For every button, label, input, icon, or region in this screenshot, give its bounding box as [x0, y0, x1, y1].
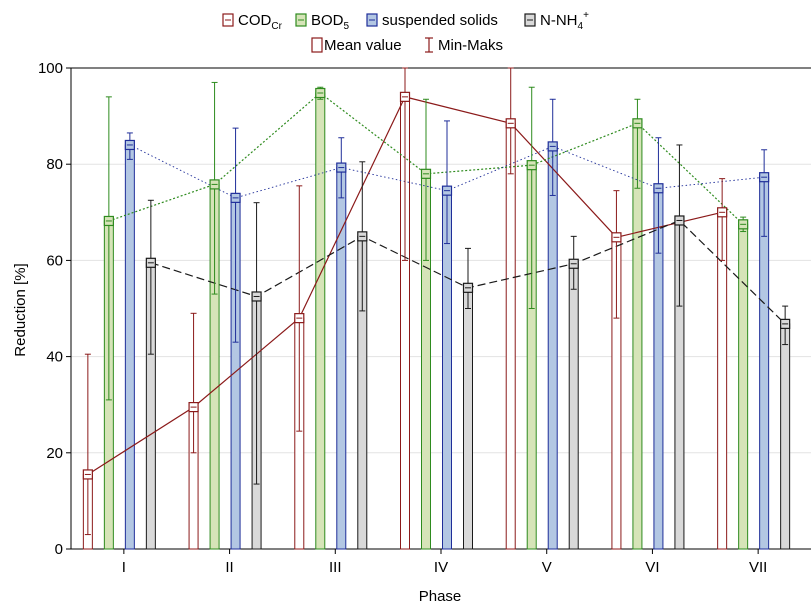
mean-marker-cod-i: [82, 469, 93, 480]
y-tick-label: 100: [38, 60, 63, 77]
bar-nh4-v: [568, 263, 579, 550]
mean-marker-bod-iv: [420, 168, 432, 179]
mean-marker-cod-ii: [188, 402, 199, 413]
grid: [71, 163, 811, 454]
mean-marker-bod-vii: [738, 219, 749, 230]
errorbar-cod-i: [84, 353, 91, 536]
errorbar-nh4-i: [147, 199, 154, 355]
bars: [82, 92, 791, 550]
errorbar-bod-iv: [423, 98, 429, 261]
x-tick-label-i: I: [122, 559, 126, 576]
mean-marker-cod-v: [505, 118, 516, 129]
mean-marker-cod-vii: [717, 207, 728, 218]
y-tick-label: 60: [46, 252, 63, 269]
mean-marker-bod-ii: [209, 179, 220, 190]
x-tick-label-vi: VI: [645, 559, 659, 576]
legend-swatch-mean: [311, 37, 323, 53]
x-tick-label-iii: III: [329, 559, 342, 576]
bar-cod-v: [505, 122, 516, 550]
y-tick-label: 0: [55, 541, 63, 558]
bar-bod-iii: [315, 92, 326, 550]
mean-marker-nh4-iii: [357, 231, 368, 242]
mean-marker-ss-iii: [336, 162, 347, 173]
mean-marker-ss-i: [124, 139, 135, 151]
errorbar-nh4-iv: [465, 247, 471, 309]
mean-marker-ss-v: [547, 141, 558, 152]
legend-item-nh4: N-NH4+: [524, 10, 589, 32]
mean-marker-nh4-iv: [462, 282, 474, 293]
y-axis-title: Reduction [%]: [12, 263, 29, 356]
legend-label-bod: BOD5: [311, 12, 350, 32]
x-tick-label-ii: II: [225, 559, 233, 576]
bar-ss-i: [124, 144, 135, 550]
legend-label-ss: suspended solids: [382, 12, 498, 29]
errorbar-ss-iv: [444, 120, 450, 245]
legend-label-cod: CODCr: [238, 12, 283, 32]
mean-marker-cod-vi: [611, 232, 622, 243]
errorbar-cod-ii: [190, 312, 197, 454]
bar-ss-v: [547, 145, 558, 550]
mean-marker-nh4-ii: [251, 291, 262, 302]
mean-markers: [82, 87, 791, 480]
errorbar-bod-vi: [634, 98, 641, 189]
bar-ss-iv: [442, 190, 452, 550]
mean-marker-ss-vi: [653, 183, 664, 194]
mean-marker-cod-iv: [399, 91, 411, 102]
mean-marker-bod-i: [103, 215, 114, 227]
x-tick-label-v: V: [542, 559, 552, 576]
legend-item-minmax: Min-Maks: [425, 37, 503, 54]
bar-nh4-iv: [463, 287, 473, 550]
errorbar-bod-v: [528, 86, 535, 309]
x-axis-title: Phase: [419, 588, 462, 605]
mean-marker-nh4-vii: [780, 318, 791, 329]
legend-item-cod: CODCr: [222, 12, 283, 32]
mean-marker-nh4-v: [568, 258, 579, 269]
legend-label-minmax: Min-Maks: [438, 37, 503, 54]
mean-marker-bod-iii: [315, 87, 326, 99]
bar-bod-vii: [738, 223, 749, 550]
bar-cod-vii: [717, 211, 728, 550]
errorbar-cod-iii: [296, 185, 303, 432]
y-tick-label: 20: [46, 445, 63, 462]
mean-marker-bod-vi: [632, 118, 643, 129]
errorbar-ss-ii: [232, 127, 239, 343]
mean-marker-ss-vii: [759, 172, 770, 183]
legend-label-mean: Mean value: [324, 37, 402, 54]
bar-nh4-vii: [780, 323, 791, 550]
mean-marker-cod-iii: [294, 313, 305, 324]
y-tick-label: 80: [46, 156, 63, 173]
legend-item-ss: suspended solids: [366, 12, 498, 29]
legend-item-mean: Mean value: [311, 37, 402, 54]
errorbar-bod-i: [105, 96, 112, 401]
mean-marker-ss-ii: [230, 192, 241, 203]
errorbar-cod-vii: [719, 178, 726, 261]
x-tick-label-vii: VII: [749, 559, 767, 576]
x-tick-label-iv: IV: [434, 559, 448, 576]
legend-label-nh4: N-NH4+: [540, 10, 589, 32]
errorbar-cod-vi: [613, 190, 620, 319]
errorbar-ss-vi: [655, 137, 662, 254]
mean-marker-nh4-vi: [674, 215, 685, 226]
legend: CODCr BOD5 suspended solids N-NH4+ Mean …: [222, 10, 589, 54]
mean-marker-nh4-i: [145, 257, 156, 268]
y-tick-label: 40: [46, 349, 63, 366]
errorbar-nh4-ii: [253, 202, 260, 485]
mean-marker-bod-v: [526, 160, 537, 171]
mean-marker-ss-iv: [441, 185, 453, 196]
errorbar-ss-vii: [761, 149, 768, 237]
legend-item-bod: BOD5: [295, 12, 350, 32]
